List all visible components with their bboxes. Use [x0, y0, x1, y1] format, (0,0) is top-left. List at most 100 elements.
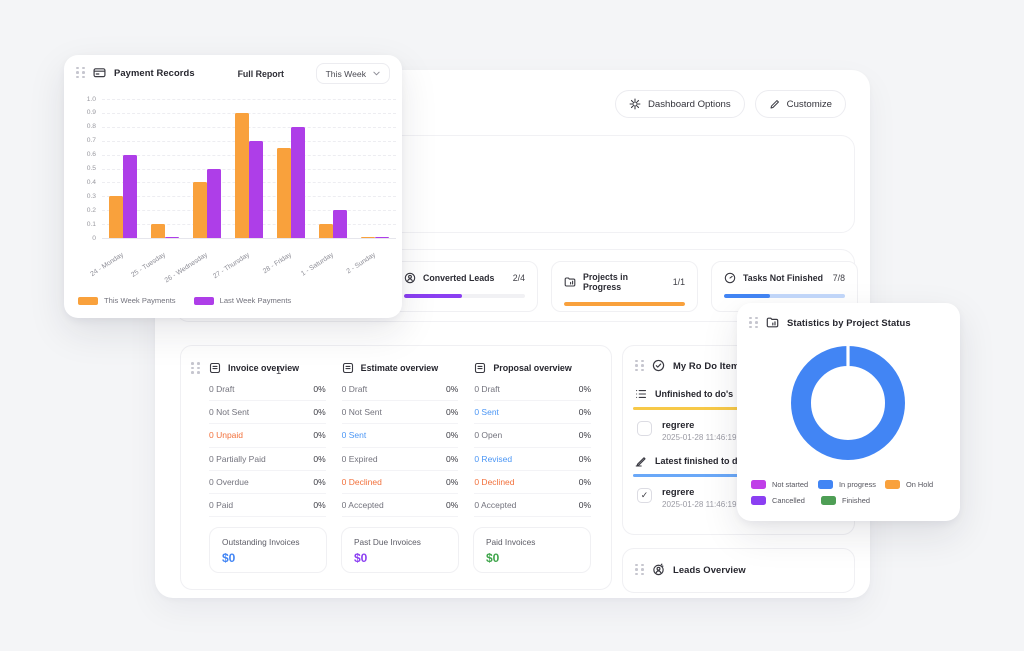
drag-handle[interactable] [635, 563, 644, 576]
overview-column-header: Estimate overview [342, 358, 459, 378]
summary-value: $0 [222, 551, 236, 565]
week-range-value: This Week [325, 68, 366, 79]
legend-swatch [78, 296, 98, 305]
legend-item: Last Week Payments [193, 296, 291, 305]
bar-last-week-payments [123, 154, 137, 238]
overview-card: 1 Invoice overview 0 Draft 0% 0 Not Sent 0% 0… [180, 345, 612, 590]
overview-row-value: 0% [313, 453, 326, 464]
overview-row-label: 0 Accepted [474, 500, 517, 511]
overview-row-value: 0% [313, 500, 326, 511]
overview-column-estimate: Estimate overview 0 Draft 0% 0 Not Sent 0% 0 … [341, 358, 459, 518]
todo-checkbox[interactable]: ✓ [637, 488, 652, 503]
overview-row-value: 0% [578, 453, 592, 464]
drag-handle[interactable] [749, 316, 758, 329]
progress-track [724, 294, 845, 298]
overview-row-label: 0 Declined [474, 476, 515, 487]
overview-row-label: 0 Not Sent [341, 407, 382, 418]
legend-label: On Hold [906, 480, 934, 489]
dashboard-options-label: Dashboard Options [648, 98, 731, 110]
overview-row-value: 0% [446, 476, 459, 487]
bar-last-week-payments [333, 210, 347, 238]
drag-handle[interactable] [635, 359, 644, 372]
week-range-select[interactable]: This Week [315, 63, 390, 84]
overview-row-label: 0 Partially Paid [209, 453, 266, 464]
overview-row: 0 Revised 0% [474, 448, 592, 471]
progress-track [564, 302, 685, 306]
dashboard-options-button[interactable]: Dashboard Options [615, 90, 745, 118]
payments-chart-legend: This Week Payments Last Week Payments [78, 296, 291, 305]
drag-handle[interactable] [76, 66, 85, 79]
y-tick-label: 0.9 [86, 109, 96, 117]
overview-row-label: 0 Draft [474, 384, 500, 395]
overview-row: 0 Draft 0% [341, 378, 459, 402]
legend-item: In progress [818, 480, 885, 489]
legend-swatch [193, 296, 214, 305]
overview-row-label: 0 Paid [209, 500, 234, 511]
overview-row: 0 Paid 0% [209, 494, 326, 518]
overview-row-value: 0% [446, 430, 459, 441]
bar-this-week-payments [319, 224, 333, 238]
y-tick-label: 0.7 [86, 137, 96, 145]
overview-row: 0 Accepted 0% [341, 494, 459, 518]
gridline [102, 99, 396, 100]
payments-bar-chart [102, 99, 396, 239]
donut-legend-row: Not started In progress On Hold [751, 480, 952, 489]
summary-label: Past Due Invoices [354, 537, 421, 547]
todo-item-date: 2025-01-28 11:46:19 [662, 433, 737, 442]
todo-card-title: My Ro Do Items [673, 360, 745, 371]
todo-checkbox[interactable] [637, 421, 652, 436]
overview-column-header: Invoice overview [209, 358, 326, 378]
overview-row: 0 Unpaid 0% [209, 424, 326, 448]
past-due-invoices-box: Past Due Invoices $0 [341, 527, 459, 573]
drag-handle[interactable] [191, 362, 200, 374]
y-tick-label: 0.1 [86, 220, 96, 228]
signature-icon [635, 457, 646, 467]
summary-label: Paid Invoices [486, 537, 536, 547]
statistics-card: Statistics by Project Status Not started… [737, 303, 960, 521]
overview-row-label: 0 Unpaid [209, 430, 244, 441]
overview-row-value: 0% [578, 407, 592, 418]
overview-row-value: 0% [578, 430, 592, 441]
legend-label: This Week Payments [104, 296, 176, 305]
overview-column-title: Estimate overview [360, 363, 439, 373]
legend-swatch [821, 496, 836, 505]
customize-button[interactable]: Customize [754, 90, 846, 118]
circle-check-icon [652, 359, 665, 372]
progress-track [404, 294, 525, 298]
overview-row: 0 Declined 0% [341, 471, 459, 494]
overview-row-label: 0 Expired [341, 453, 378, 464]
payment-card-title: Payment Records [114, 67, 195, 78]
todo-section-label: Unfinished to do's [655, 389, 734, 399]
overview-row: 0 Declined 0% [474, 471, 592, 494]
legend-item: On Hold [885, 480, 952, 489]
stat-label: Projects in Progress [583, 272, 628, 292]
overview-row-value: 0% [446, 500, 459, 511]
donut-legend-row: Cancelled Finished [751, 496, 952, 505]
bar-this-week-payments [151, 224, 165, 238]
legend-item: Cancelled [751, 496, 821, 505]
stat-value: 1/1 [672, 277, 685, 287]
overview-row: 0 Draft 0% [209, 378, 326, 402]
overview-row: 0 Overdue 0% [209, 471, 326, 494]
todo-item: ✓ regrere 2025-01-28 11:46:19 [623, 477, 854, 515]
gridline [102, 112, 396, 114]
bar-this-week-payments [277, 147, 291, 238]
legend-item: This Week Payments [78, 296, 176, 305]
overview-column-proposal: Proposal overview 0 Draft 0% 0 Sent 0% 0 Open… [474, 358, 592, 518]
full-report-link[interactable]: Full Report [237, 69, 284, 79]
overview-row: 0 Accepted 0% [474, 494, 592, 518]
progress-fill [404, 294, 463, 298]
stray-text: 1 [276, 366, 282, 377]
stat-label: Converted Leads [423, 273, 495, 283]
donut-ring [791, 346, 905, 460]
summary-value: $0 [354, 551, 368, 565]
x-tick-label: 24 - Monday [89, 251, 125, 279]
overview-row-value: 0% [313, 407, 326, 418]
estimate-overview-icon [342, 362, 353, 374]
legend-item: Finished [821, 496, 891, 505]
overview-row-label: 0 Declined [341, 476, 382, 487]
progress-fill [724, 294, 770, 298]
overview-row-value: 0% [446, 407, 459, 418]
stat-card-projects-in-progress: Projects in Progress 1/1 [551, 261, 698, 312]
y-tick-label: 0.5 [86, 165, 96, 172]
